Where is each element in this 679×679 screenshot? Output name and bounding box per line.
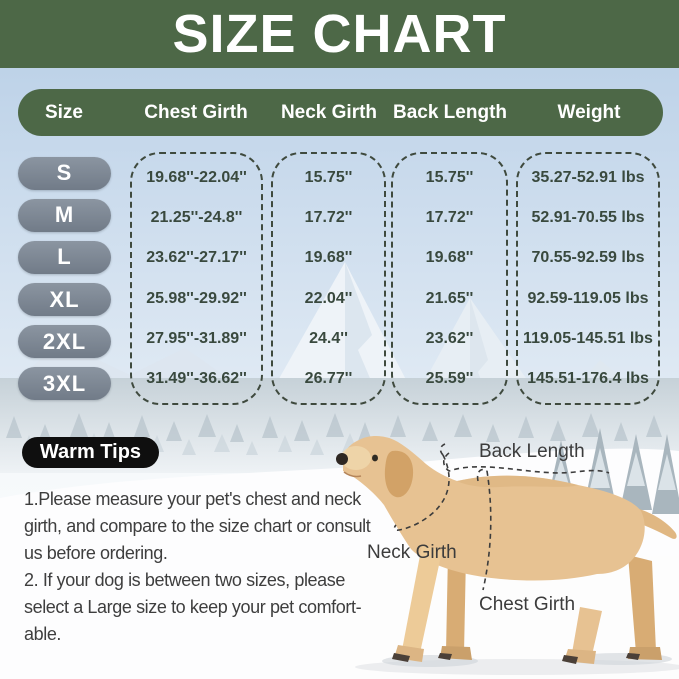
chest-girth-value: 31.49''-36.62''	[146, 369, 247, 387]
size-badge-s: S	[18, 156, 111, 190]
back-length-line	[442, 452, 610, 474]
size-badge-column: S M L XL 2XL 3XL	[18, 152, 111, 405]
ear	[384, 450, 414, 498]
column-header-size: Size	[44, 102, 84, 123]
chest-girth-column: 19.68''-22.04'' 21.25''-24.8'' 23.62''-2…	[130, 152, 263, 405]
chest-girth-value: 23.62''-27.17''	[146, 249, 247, 267]
tip-line: girth, and compare to the size chart or …	[24, 516, 371, 536]
warm-tips-badge: Warm Tips	[22, 437, 159, 468]
tip-line: 2. If your dog is between two sizes, ple…	[24, 570, 345, 590]
chest-girth-value: 19.68''-22.04''	[146, 169, 247, 187]
back-length-column: 15.75'' 17.72'' 19.68'' 21.65'' 23.62'' …	[391, 152, 508, 405]
neck-girth-value: 26.77''	[304, 369, 353, 387]
weight-value: 52.91-70.55 lbs	[531, 209, 645, 227]
chest-girth-line	[482, 470, 492, 591]
neck-girth-value: 17.72''	[304, 209, 353, 227]
title-banner: SIZE CHART	[0, 0, 679, 68]
tip-line: able.	[24, 624, 62, 644]
back-length-value: 25.59''	[425, 369, 474, 387]
back-length-value: 23.62''	[425, 329, 474, 347]
chest-girth-hook	[476, 468, 488, 482]
column-header-chest-girth: Chest Girth	[144, 102, 248, 123]
nose	[336, 453, 348, 465]
mouth	[343, 471, 362, 478]
muzzle	[341, 446, 371, 470]
weight-value: 145.51-176.4 lbs	[527, 369, 649, 387]
size-badge-xl: XL	[18, 283, 111, 317]
chest-girth-value: 27.95''-31.89''	[146, 329, 247, 347]
weight-value: 35.27-52.91 lbs	[531, 169, 645, 187]
column-header-neck-girth: Neck Girth	[280, 102, 378, 123]
size-badge-l: L	[18, 240, 111, 274]
neck-girth-value: 15.75''	[304, 169, 353, 187]
neck-girth-hook	[439, 443, 446, 456]
neck-girth-value: 24.4''	[309, 329, 348, 347]
neck-girth-value: 22.04''	[304, 289, 353, 307]
tip-line: select a Large size to keep your pet com…	[24, 597, 362, 617]
size-badge-m: M	[18, 198, 111, 232]
neck-girth-line	[393, 454, 450, 531]
column-header-weight: Weight	[557, 102, 621, 123]
table-header: Size Chest Girth Neck Girth Back Length …	[18, 89, 663, 136]
weight-value: 70.55-92.59 lbs	[531, 249, 645, 267]
neck-girth-label: Neck Girth	[367, 542, 457, 563]
back-length-value: 15.75''	[425, 169, 474, 187]
neck-girth-column: 15.75'' 17.72'' 19.68'' 22.04'' 24.4'' 2…	[271, 152, 386, 405]
weight-value: 119.05-145.51 lbs	[523, 329, 653, 347]
warm-tips-text: 1.Please measure your pet's chest and ne…	[24, 486, 371, 648]
back-length-label: Back Length	[479, 441, 585, 462]
tip-line: us before ordering.	[24, 543, 168, 563]
chest-girth-label: Chest Girth	[479, 594, 576, 615]
size-badge-3xl: 3XL	[18, 367, 111, 401]
back-length-value: 17.72''	[425, 209, 474, 227]
chest-girth-value: 21.25''-24.8''	[150, 209, 243, 227]
dog-photo	[330, 425, 679, 679]
back-length-value: 19.68''	[425, 249, 474, 267]
size-badge-2xl: 2XL	[18, 325, 111, 359]
page-title: SIZE CHART	[172, 4, 507, 64]
weight-column: 35.27-52.91 lbs 52.91-70.55 lbs 70.55-92…	[516, 152, 660, 405]
tip-line: 1.Please measure your pet's chest and ne…	[24, 489, 361, 509]
back-length-value: 21.65''	[425, 289, 474, 307]
eye	[372, 454, 378, 462]
weight-value: 92.59-119.05 lbs	[527, 289, 649, 307]
neck-girth-value: 19.68''	[304, 249, 353, 267]
column-header-back-length: Back Length	[392, 102, 508, 123]
chest-girth-value: 25.98''-29.92''	[146, 289, 247, 307]
